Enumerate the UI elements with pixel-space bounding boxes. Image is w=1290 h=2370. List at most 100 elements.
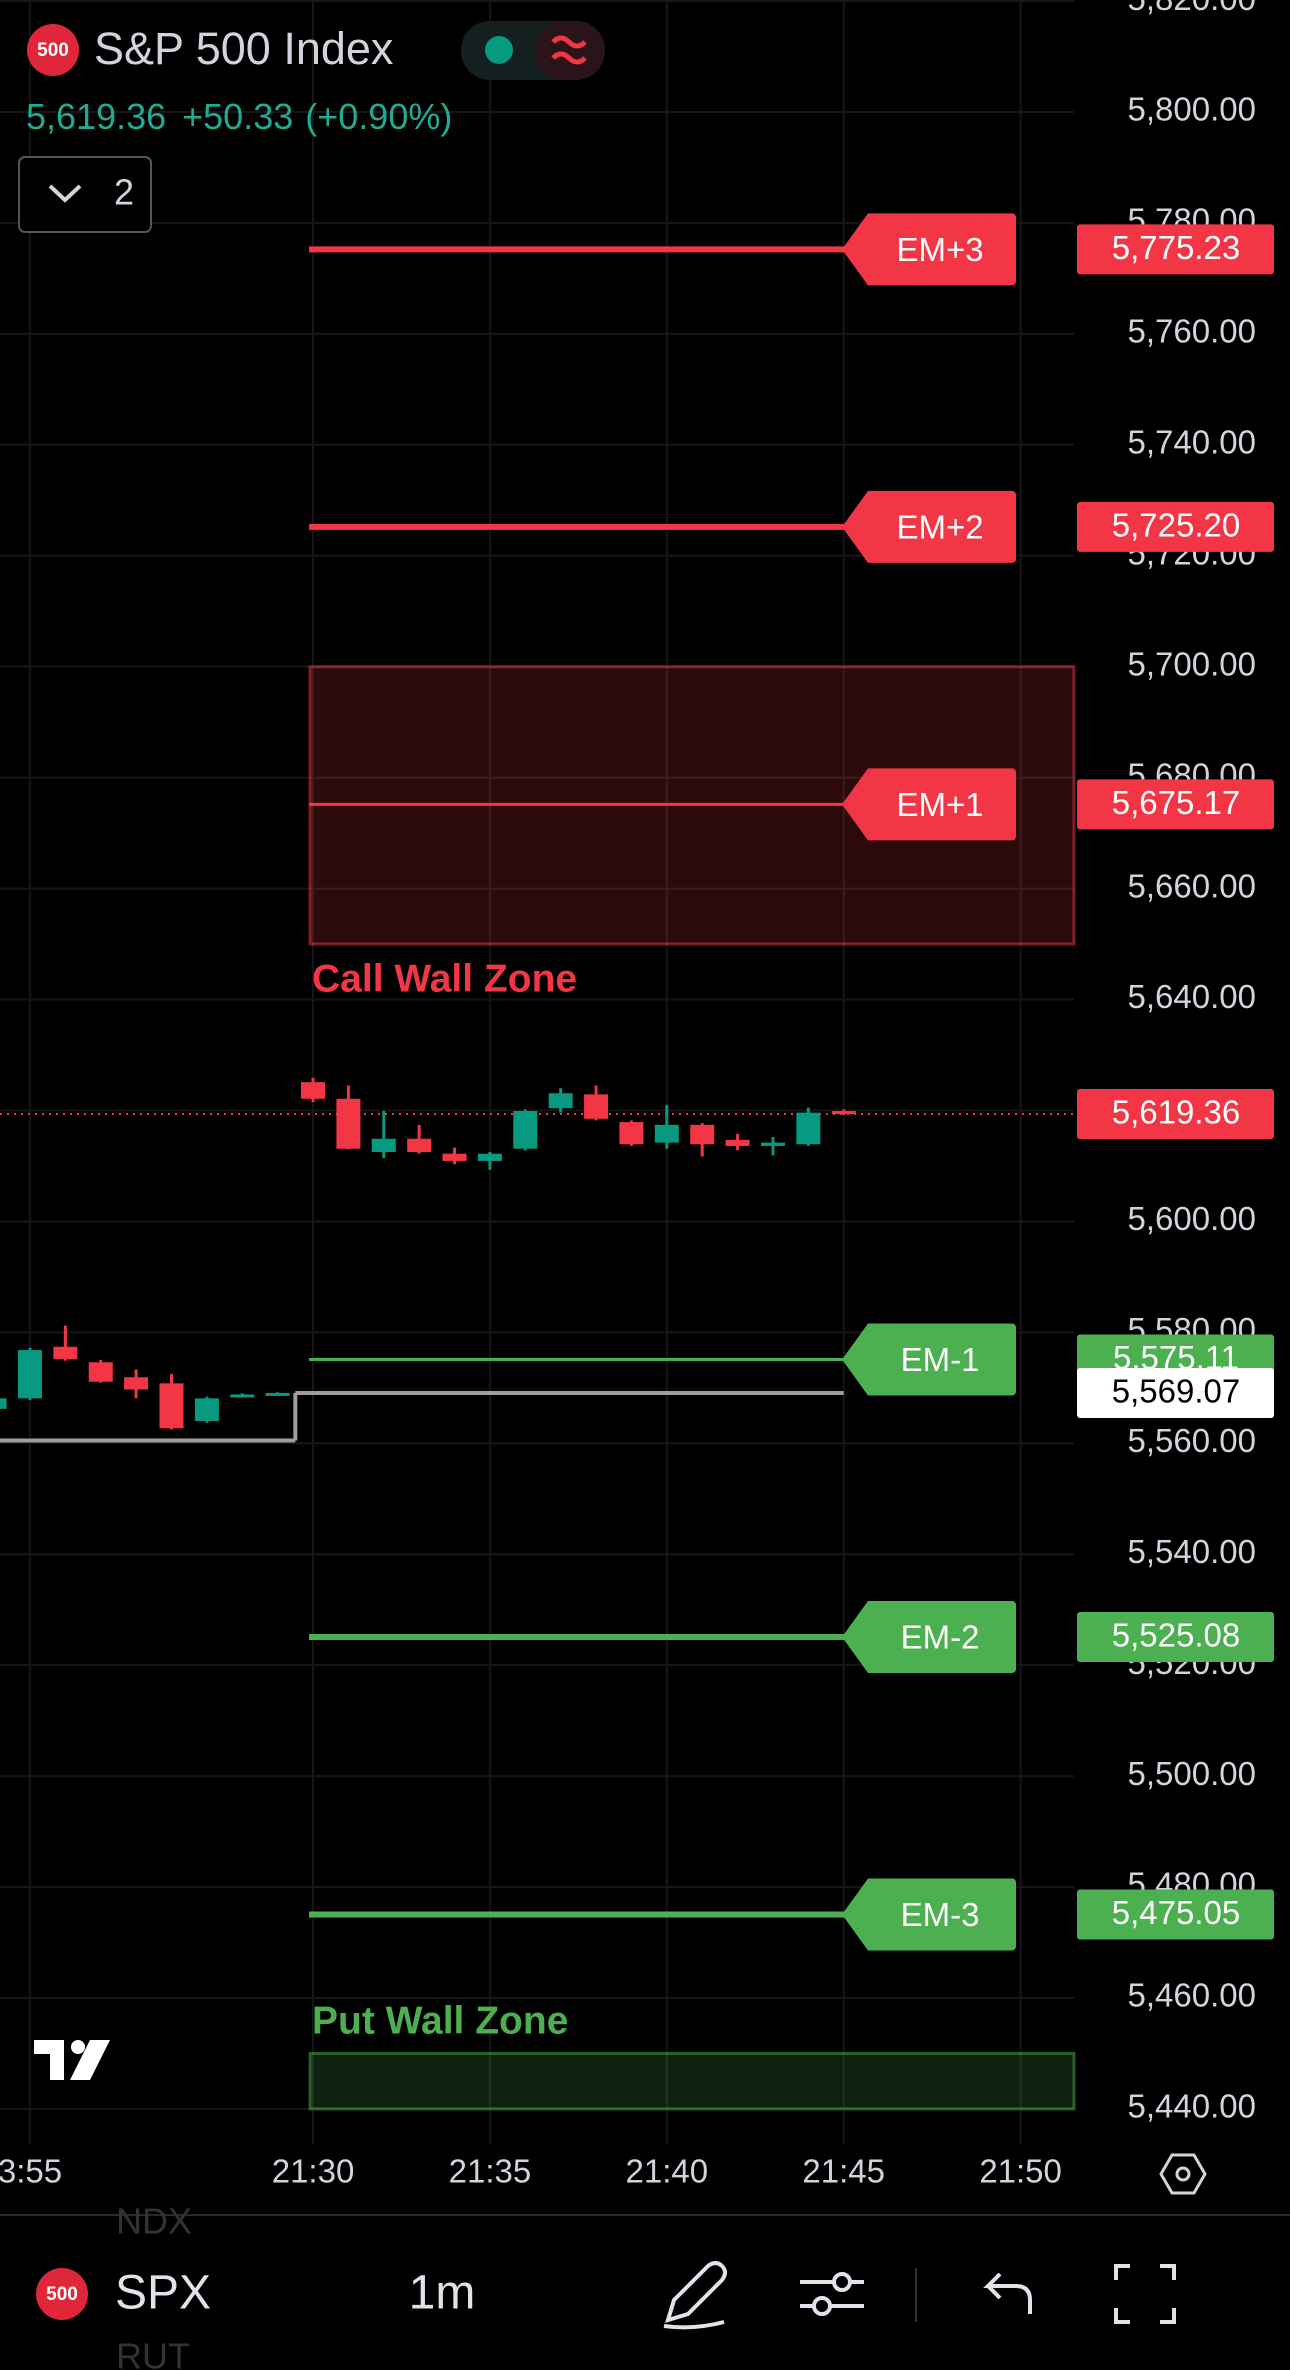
level-label-box <box>842 1878 1016 1951</box>
zone-label: Call Wall Zone <box>312 957 577 1000</box>
level-label: EM-1 <box>901 1341 980 1378</box>
indicators-knob <box>812 2296 832 2316</box>
tv-logo-dot <box>71 2040 85 2054</box>
badge-text: 500 <box>37 40 69 61</box>
candle-body <box>17 1350 42 1399</box>
level-label: EM-3 <box>901 1896 980 1933</box>
level-label-box <box>842 213 1016 286</box>
draw-icon[interactable] <box>663 2261 727 2330</box>
level-label: EM-2 <box>901 1619 980 1656</box>
indicator-toggle[interactable] <box>18 156 152 233</box>
candle-body <box>336 1098 361 1149</box>
behind-symbol: NDX <box>116 2201 192 2242</box>
candle-body <box>371 1138 396 1153</box>
candle-body <box>124 1377 149 1390</box>
y-tick-label: 5,820.00 <box>1128 0 1256 17</box>
toolbar-interval[interactable]: 1m <box>409 2267 476 2320</box>
toolbar-symbol[interactable]: SPX <box>115 2267 211 2320</box>
settings-icon[interactable] <box>1159 2153 1207 2195</box>
x-tick-label: 21:30 <box>272 2153 355 2190</box>
zone <box>308 2051 1076 2111</box>
level-price-tag <box>1077 779 1274 830</box>
level-label-box <box>842 490 1016 563</box>
symbol-badge <box>27 24 79 76</box>
status-pill-right <box>535 21 605 80</box>
y-tick-label: 5,460.00 <box>1128 1977 1256 2014</box>
level-price-tag <box>1077 1611 1274 1662</box>
tv-logo <box>34 2040 110 2080</box>
level-price-tag <box>1077 224 1274 275</box>
candle-body <box>831 1110 856 1114</box>
candle-body <box>725 1139 750 1146</box>
candle-body <box>265 1392 290 1396</box>
indicators-knob <box>832 2272 852 2292</box>
toolbar-badge <box>36 2268 88 2320</box>
candle-body <box>760 1142 785 1146</box>
candle-body <box>477 1153 502 1161</box>
candle-body <box>654 1124 679 1143</box>
candle-body <box>513 1110 538 1149</box>
level-price-tag-text: 5,525.08 <box>1112 1617 1240 1654</box>
candle-body <box>159 1383 184 1429</box>
y-tick-label: 5,600.00 <box>1128 1200 1256 1237</box>
candle-body <box>407 1138 432 1153</box>
level-price-tag <box>1077 501 1274 552</box>
level-price-tag-text: 5,475.05 <box>1112 1894 1240 1931</box>
candle-body <box>194 1398 219 1422</box>
candle-body <box>301 1082 326 1099</box>
y-tick-label: 5,500.00 <box>1128 1755 1256 1792</box>
chevron-icon <box>48 184 82 203</box>
y-tick-label: 5,640.00 <box>1128 978 1256 1015</box>
candle-body <box>690 1124 715 1145</box>
level-price-tag-text: 5,775.23 <box>1112 229 1240 266</box>
level-label: EM+3 <box>896 231 983 268</box>
candle-body <box>230 1394 255 1398</box>
x-tick-label: 3:55 <box>0 2153 62 2190</box>
y-tick-label: 5,700.00 <box>1128 645 1256 682</box>
candle-body <box>548 1093 573 1109</box>
behind-symbol: RUT <box>116 2336 190 2370</box>
candle-body <box>88 1362 113 1382</box>
candle-body <box>0 1398 7 1409</box>
y-tick-label: 5,800.00 <box>1128 91 1256 128</box>
fullscreen-icon[interactable] <box>1114 2264 1176 2324</box>
toolbar-badge-text: 500 <box>46 2284 78 2305</box>
candle-body <box>619 1122 644 1145</box>
y-tick-label: 5,660.00 <box>1128 867 1256 904</box>
level-label-box <box>842 768 1016 841</box>
change: +50.33 <box>182 96 293 137</box>
y-tick-label: 5,560.00 <box>1128 1422 1256 1459</box>
undo-icon[interactable] <box>983 2272 1032 2314</box>
level-label: EM+2 <box>896 509 983 546</box>
y-tick-label: 5,740.00 <box>1128 424 1256 461</box>
candle-body <box>53 1346 78 1359</box>
level-price-tag <box>1077 1889 1274 1940</box>
price-line: 5,619.36 +50.33 (+0.90%) <box>26 96 452 137</box>
last-price-tag-text: 5,619.36 <box>1112 1094 1240 1131</box>
settings-icon-center <box>1175 2166 1191 2182</box>
y-tick-label: 5,760.00 <box>1128 313 1256 350</box>
level-label-box <box>842 1600 1016 1673</box>
indicator-count: 2 <box>114 172 134 213</box>
zone-label: Put Wall Zone <box>312 2000 568 2043</box>
change-pct: (+0.90%) <box>305 96 452 137</box>
level-price-tag-text: 5,725.20 <box>1112 507 1240 544</box>
level-price-tag-text: 5,675.17 <box>1112 784 1240 821</box>
plot-area: 5,820.005,800.005,780.005,760.005,740.00… <box>0 0 1274 2190</box>
wave-icon <box>551 35 587 65</box>
x-tick-label: 21:35 <box>449 2153 532 2190</box>
symbol-title[interactable]: S&P 500 Index <box>94 23 394 74</box>
price: 5,619.36 <box>26 96 166 137</box>
x-tick-label: 21:40 <box>626 2153 709 2190</box>
y-tick-label: 5,540.00 <box>1128 1533 1256 1570</box>
last-price-tag <box>1077 1088 1274 1139</box>
candle-body <box>584 1094 609 1119</box>
x-tick-label: 21:45 <box>802 2153 885 2190</box>
close-price-tag <box>1077 1367 1274 1418</box>
close-price-tag-text: 5,569.07 <box>1112 1373 1240 1410</box>
market-status-dot <box>485 36 513 64</box>
y-tick-label: 5,440.00 <box>1128 2088 1256 2125</box>
